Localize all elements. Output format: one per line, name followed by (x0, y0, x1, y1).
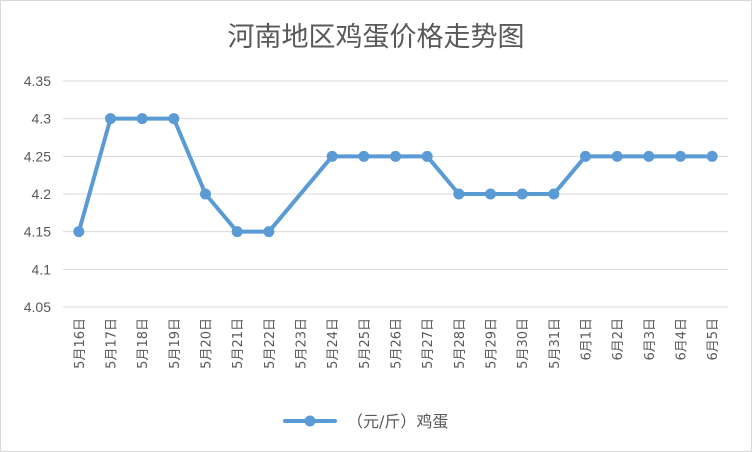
data-point (516, 188, 528, 200)
x-tick-label: 5月26日 (390, 318, 405, 369)
x-tick-label: 5月23日 (295, 318, 310, 369)
x-tick-label: 5月18日 (136, 318, 151, 369)
y-tick-label: 4.25 (24, 148, 51, 164)
x-tick-label: 5月16日 (73, 318, 88, 369)
x-tick-label: 5月28日 (453, 318, 468, 369)
y-tick-label: 4.05 (24, 299, 51, 315)
x-tick-label: 5月29日 (485, 318, 500, 369)
y-tick-label: 4.35 (24, 73, 51, 89)
x-tick-label: 5月27日 (421, 318, 436, 369)
x-tick-label: 5月31日 (548, 318, 563, 369)
data-point (485, 188, 496, 200)
series-layer (73, 113, 718, 238)
x-tick-label: 6月4日 (675, 318, 690, 361)
x-tick-label: 6月5日 (706, 318, 721, 361)
data-point (326, 150, 338, 162)
data-point (200, 188, 211, 200)
data-point (231, 226, 243, 238)
data-point (263, 226, 275, 238)
x-tick-label: 5月21日 (231, 318, 246, 369)
data-point (706, 150, 718, 162)
x-tick-label: 5月25日 (358, 318, 373, 369)
data-point (358, 150, 370, 162)
data-point (675, 150, 686, 162)
x-tick-label: 5月17日 (105, 318, 120, 369)
x-tick-label: 5月22日 (263, 318, 278, 369)
x-tick-label: 5月19日 (168, 318, 183, 369)
data-point (611, 150, 623, 162)
legend: （元/斤）鸡蛋 (283, 412, 448, 431)
data-point (643, 150, 655, 162)
y-tick-label: 4.3 (32, 111, 52, 127)
x-tick-label: 6月2日 (611, 318, 626, 361)
data-point (453, 188, 465, 200)
y-tick-label: 4.15 (24, 224, 51, 240)
data-point (421, 150, 433, 162)
x-tick-label: 6月1日 (580, 318, 595, 361)
y-axis-ticks: 4.05 4.1 4.15 4.2 4.25 4.3 4.35 (24, 73, 51, 315)
data-point (73, 226, 85, 238)
legend-label: （元/斤）鸡蛋 (347, 412, 448, 431)
x-tick-label: 5月20日 (200, 318, 215, 369)
data-point (136, 113, 148, 125)
x-tick-label: 5月24日 (326, 318, 341, 369)
series-line (76, 116, 715, 234)
data-point (548, 188, 560, 200)
x-tick-label: 5月30日 (516, 318, 531, 369)
x-axis-ticks: 5月16日 5月17日 5月18日 5月19日 5月20日 5月21日 5月22日 5月23日… (73, 318, 721, 369)
legend-point-marker (304, 415, 316, 427)
data-point (580, 150, 591, 162)
y-tick-label: 4.1 (32, 261, 52, 277)
chart-title: 河南地区鸡蛋价格走势图 (228, 22, 525, 53)
y-tick-label: 4.2 (32, 186, 52, 202)
data-point (105, 113, 116, 125)
data-point (168, 113, 180, 125)
x-tick-label: 6月3日 (643, 318, 658, 361)
data-point (390, 150, 401, 162)
gridlines (63, 80, 728, 308)
